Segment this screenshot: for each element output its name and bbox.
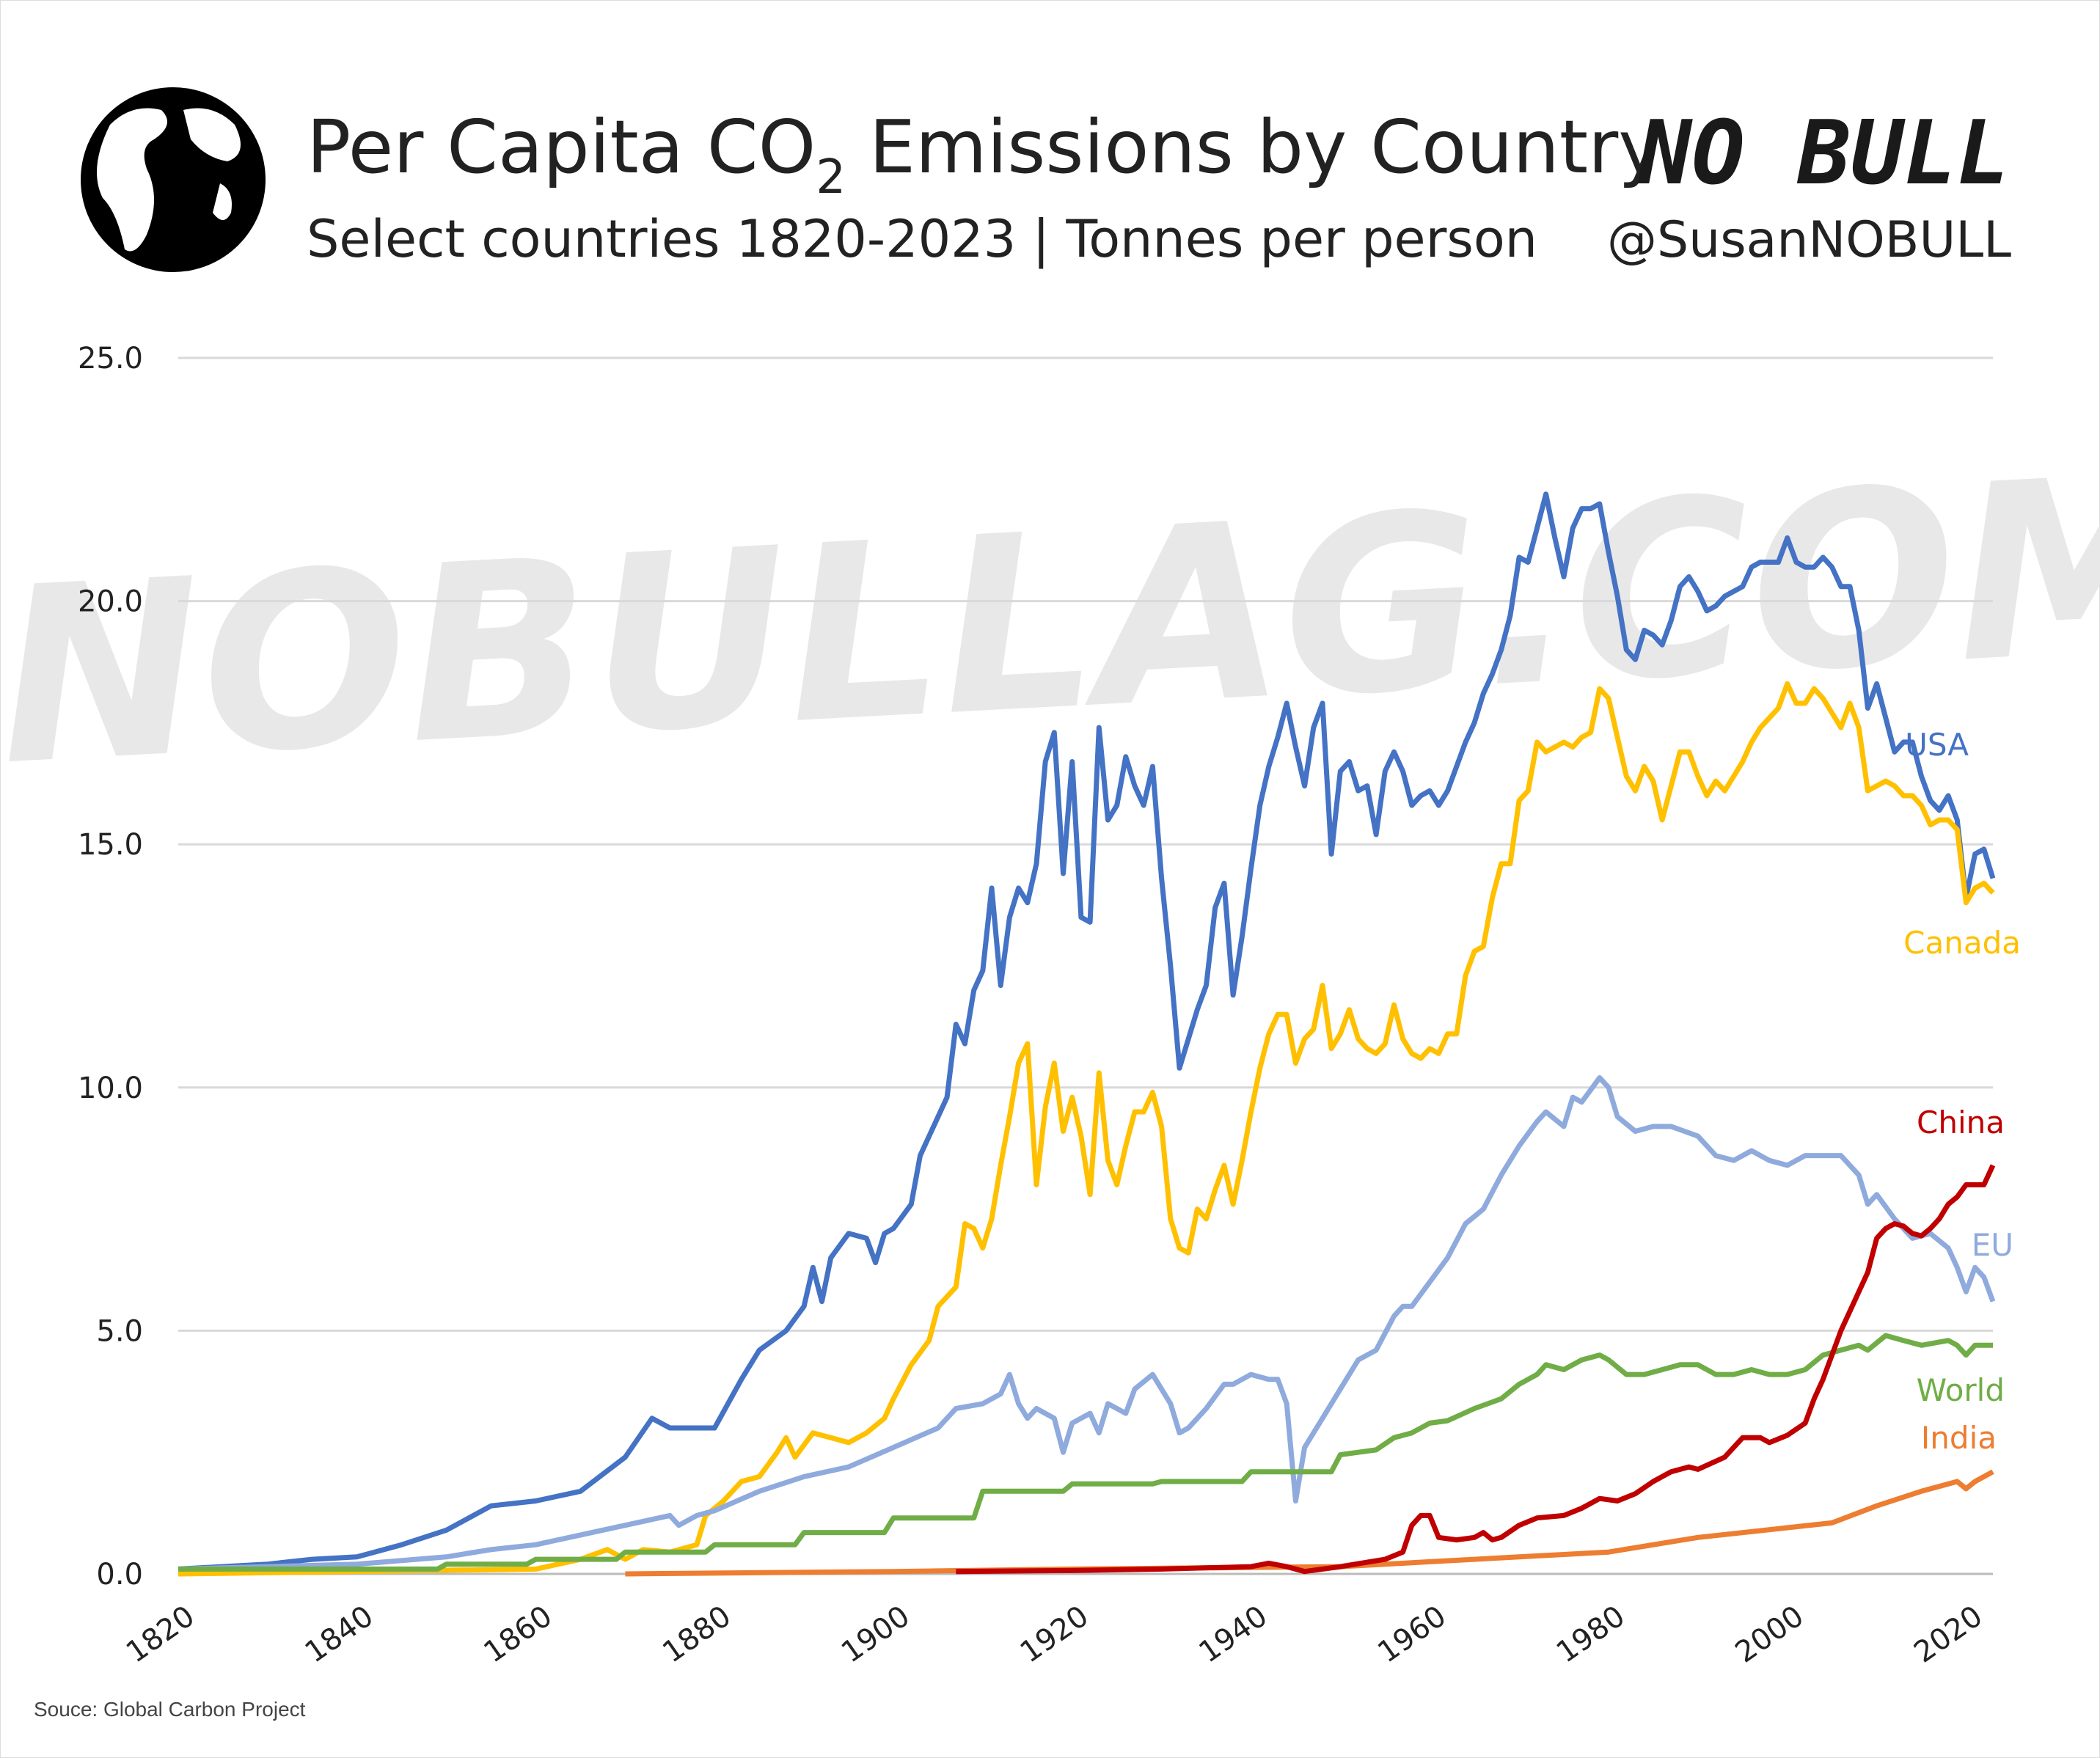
y-tick-label: 5.0 xyxy=(96,1314,143,1348)
twitter-handle: @SusanNOBULL xyxy=(1607,211,2011,269)
x-tick-label: 1900 xyxy=(835,1600,916,1670)
series-label-usa: USA xyxy=(1905,727,1969,763)
series-line-world xyxy=(178,1333,1993,1572)
gridlines xyxy=(178,356,1993,1575)
chart-subtitle: Select countries 1820-2023 | Tonnes per … xyxy=(307,209,1537,269)
series-line-canada xyxy=(178,681,1995,1577)
x-tick-label: 2000 xyxy=(1730,1600,1810,1670)
series-line-eu xyxy=(178,1075,1996,1572)
nobull-logo: NO BULL xyxy=(1637,103,2010,205)
series-line-china xyxy=(956,1164,1996,1575)
source-note: Souce: Global Carbon Project xyxy=(34,1698,306,1721)
x-tick-label: 1880 xyxy=(656,1600,737,1670)
y-tick-label: 0.0 xyxy=(96,1558,143,1592)
watermark: NOBULLAG.COM xyxy=(0,422,2100,818)
x-tick-label: 1820 xyxy=(120,1600,201,1670)
x-tick-label: 1940 xyxy=(1193,1600,1273,1670)
series-label-china: China xyxy=(1917,1105,2005,1140)
series-label-world: World xyxy=(1917,1372,2005,1408)
chart-title: Per Capita CO2 Emissions by Country xyxy=(307,104,1661,205)
globe-icon xyxy=(81,87,266,272)
x-axis-ticks: 1820 1840 1860 1880 1900 1920 1940 1960 1980 2000… xyxy=(120,1600,1989,1670)
x-tick-label: 1960 xyxy=(1372,1600,1452,1670)
series-label-canada: Canada xyxy=(1903,925,2021,961)
series-label-eu: EU xyxy=(1972,1227,2013,1263)
y-tick-label: 25.0 xyxy=(78,342,143,376)
y-tick-label: 10.0 xyxy=(78,1072,143,1105)
series-labels: USA Canada EU World India China xyxy=(1903,727,2021,1456)
x-tick-label: 1920 xyxy=(1014,1600,1095,1670)
x-tick-label: 1980 xyxy=(1551,1600,1631,1670)
y-axis-ticks: 0.0 5.0 10.0 15.0 20.0 25.0 xyxy=(78,342,143,1592)
y-tick-label: 20.0 xyxy=(78,585,143,619)
x-tick-label: 1840 xyxy=(299,1600,380,1670)
x-tick-label: 1860 xyxy=(478,1600,558,1670)
series-line-india xyxy=(625,1469,1994,1577)
x-tick-label: 2020 xyxy=(1908,1600,1989,1670)
series-label-india: India xyxy=(1921,1420,1997,1456)
y-tick-label: 15.0 xyxy=(78,828,143,862)
series-lines xyxy=(178,491,1996,1577)
series-line-usa xyxy=(178,491,1996,1572)
